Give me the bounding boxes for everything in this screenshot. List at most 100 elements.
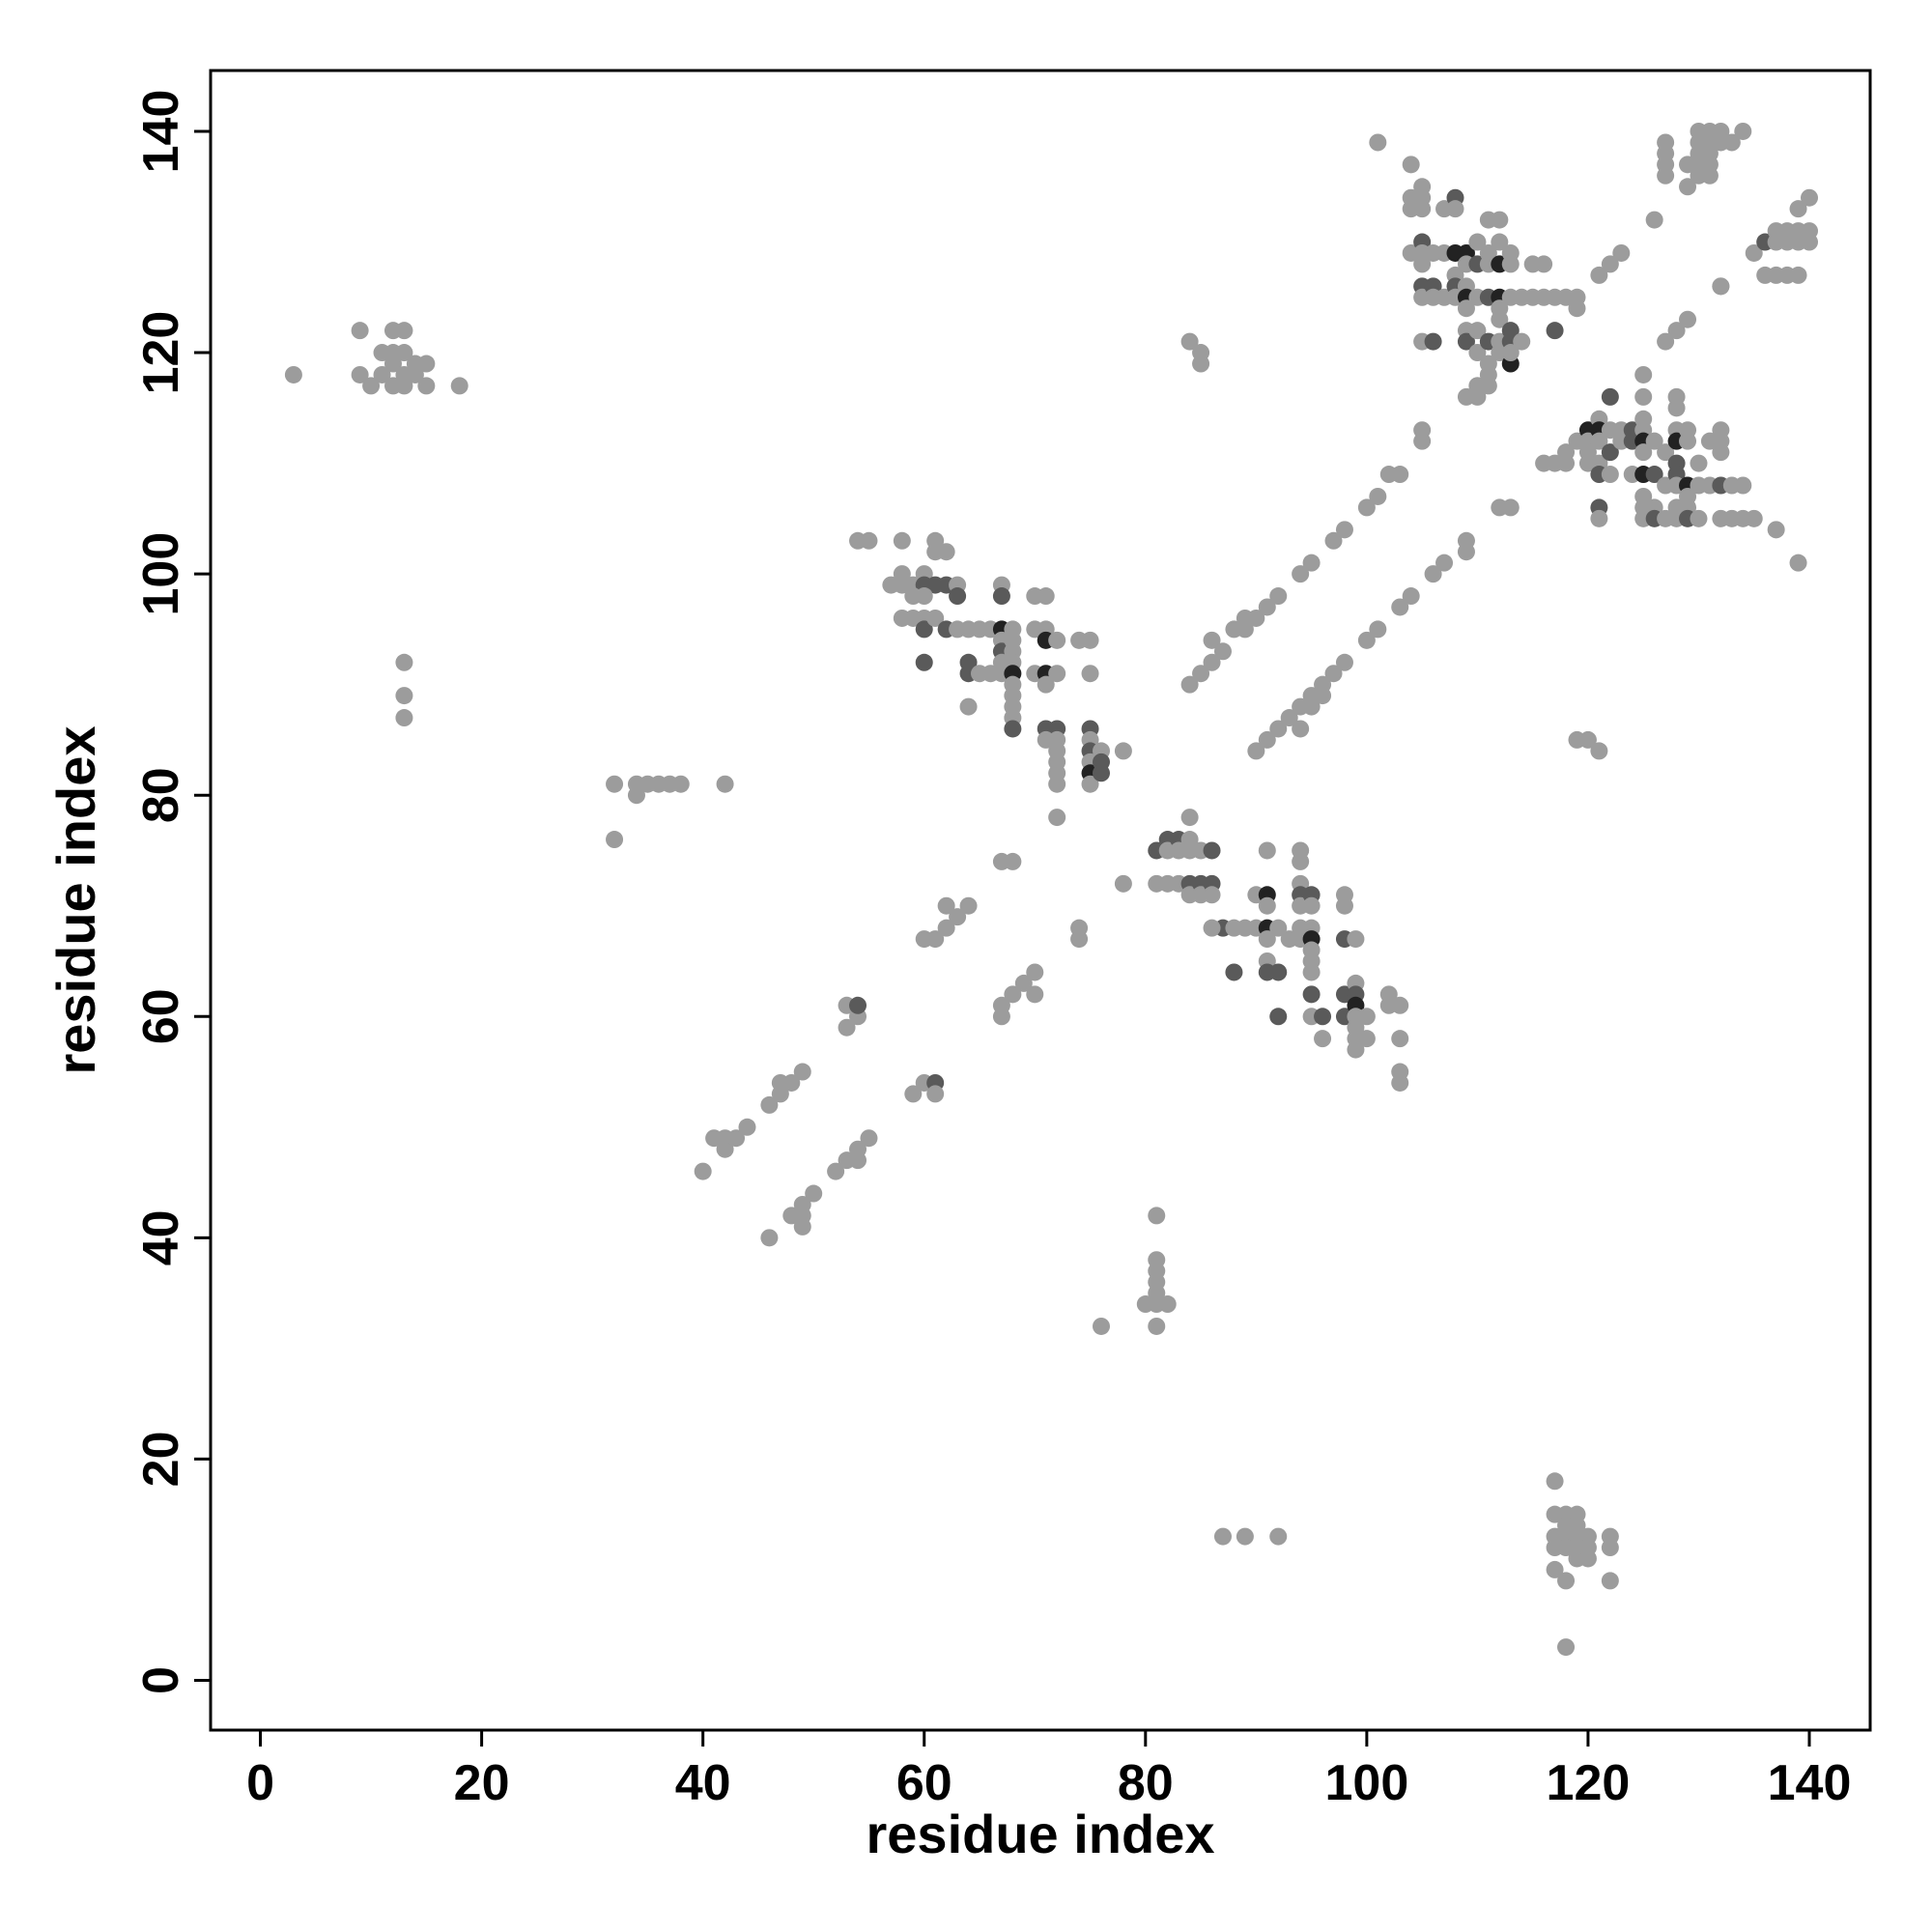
contact-point bbox=[1667, 322, 1686, 340]
contact-point bbox=[1645, 432, 1663, 450]
contact-point bbox=[1568, 299, 1586, 318]
contact-point bbox=[1369, 487, 1387, 505]
contact-point bbox=[1424, 332, 1442, 351]
x-tick-label: 0 bbox=[246, 1755, 274, 1811]
contact-point bbox=[1081, 775, 1099, 793]
contact-point bbox=[1037, 675, 1055, 694]
contact-point bbox=[1568, 730, 1586, 749]
contact-point bbox=[1203, 653, 1221, 671]
contact-point bbox=[1413, 421, 1432, 440]
contact-point bbox=[1413, 200, 1432, 218]
contact-point bbox=[1203, 841, 1221, 860]
contact-point bbox=[738, 1118, 756, 1136]
contact-point bbox=[1468, 233, 1487, 251]
contact-point bbox=[1014, 974, 1033, 992]
contact-point bbox=[760, 1229, 779, 1247]
contact-point bbox=[1314, 675, 1332, 694]
contact-point bbox=[926, 930, 945, 949]
contact-point bbox=[1546, 1472, 1564, 1491]
y-tick-label: 20 bbox=[133, 1431, 189, 1487]
contact-point bbox=[1148, 1317, 1166, 1335]
contact-point bbox=[1391, 1030, 1409, 1048]
contact-point bbox=[606, 831, 624, 849]
contact-point bbox=[1369, 620, 1387, 639]
x-tick-label: 20 bbox=[454, 1755, 510, 1811]
contact-point bbox=[1247, 742, 1265, 760]
contact-point bbox=[1513, 332, 1531, 351]
contact-point bbox=[1402, 587, 1420, 606]
contact-point bbox=[1369, 133, 1387, 152]
contact-point bbox=[1048, 775, 1066, 793]
contact-point bbox=[849, 1140, 867, 1158]
contact-point bbox=[450, 377, 469, 395]
contact-point bbox=[1722, 133, 1741, 152]
contact-point bbox=[1037, 587, 1055, 606]
contact-point bbox=[395, 653, 413, 671]
contact-point bbox=[838, 1018, 856, 1037]
contact-point bbox=[1292, 852, 1310, 870]
contact-point bbox=[1789, 266, 1807, 284]
contact-point bbox=[1657, 166, 1675, 185]
y-tick-label: 140 bbox=[133, 90, 189, 174]
contact-point bbox=[1148, 1207, 1166, 1225]
contact-point bbox=[1457, 332, 1475, 351]
contact-point bbox=[1302, 963, 1321, 981]
contact-point bbox=[1601, 387, 1619, 406]
contact-point bbox=[915, 587, 933, 606]
contact-point bbox=[1070, 919, 1089, 937]
contact-point bbox=[1081, 665, 1099, 683]
contact-point bbox=[1158, 1295, 1177, 1314]
contact-point bbox=[915, 620, 933, 639]
contact-point bbox=[1314, 1030, 1332, 1048]
contact-point bbox=[1634, 443, 1653, 462]
contact-point bbox=[1180, 332, 1199, 351]
contact-point bbox=[1601, 466, 1619, 484]
contact-point bbox=[1236, 1527, 1254, 1546]
contact-point bbox=[1679, 432, 1697, 450]
contact-point bbox=[1645, 466, 1663, 484]
contact-point bbox=[926, 609, 945, 627]
contact-point bbox=[1391, 996, 1409, 1014]
contact-point bbox=[1180, 675, 1199, 694]
contact-point bbox=[1180, 809, 1199, 827]
contact-point bbox=[1225, 963, 1243, 981]
y-tick-label: 100 bbox=[133, 532, 189, 616]
x-tick-label: 40 bbox=[675, 1755, 731, 1811]
contact-point bbox=[1679, 310, 1697, 328]
contact-point bbox=[1203, 631, 1221, 649]
contact-point bbox=[727, 1129, 746, 1148]
contact-point bbox=[1557, 1572, 1576, 1590]
contact-point bbox=[1357, 498, 1376, 517]
contact-point bbox=[992, 996, 1010, 1014]
contact-point bbox=[1601, 1572, 1619, 1590]
contact-point bbox=[1491, 233, 1509, 251]
contact-point bbox=[1501, 498, 1520, 517]
contact-point bbox=[1590, 266, 1608, 284]
contact-point bbox=[1391, 1073, 1409, 1092]
contact-point bbox=[1302, 896, 1321, 915]
contact-point bbox=[1501, 344, 1520, 362]
contact-point bbox=[1446, 200, 1464, 218]
contact-point bbox=[1335, 896, 1353, 915]
contact-point bbox=[1767, 521, 1785, 539]
contact-point bbox=[395, 377, 413, 395]
contact-point bbox=[1679, 178, 1697, 196]
contact-point bbox=[1258, 896, 1276, 915]
contact-point bbox=[1491, 310, 1509, 328]
contact-point bbox=[694, 1162, 712, 1180]
contact-point bbox=[1402, 156, 1420, 174]
contact-point bbox=[1712, 277, 1730, 296]
contact-point bbox=[1357, 1030, 1376, 1048]
contact-point bbox=[1258, 598, 1276, 616]
contact-point bbox=[1435, 554, 1454, 572]
contact-point bbox=[1457, 387, 1475, 406]
y-tick-label: 0 bbox=[133, 1666, 189, 1694]
contact-point bbox=[351, 322, 369, 340]
contact-point bbox=[1092, 764, 1110, 782]
contact-point bbox=[384, 355, 402, 373]
contact-point bbox=[351, 365, 369, 384]
contact-point bbox=[1391, 598, 1409, 616]
contact-point bbox=[1535, 454, 1553, 472]
contact-point bbox=[1590, 509, 1608, 527]
